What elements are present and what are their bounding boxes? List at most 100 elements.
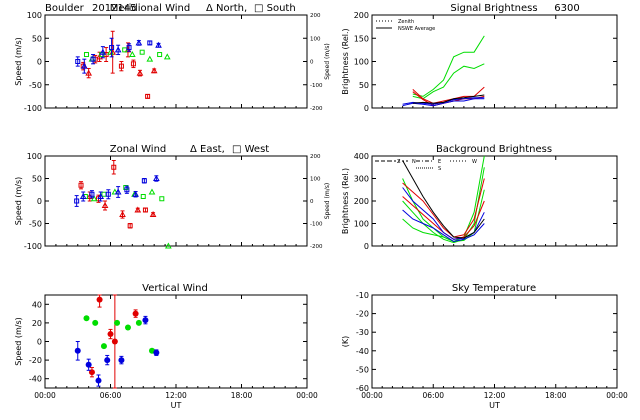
meridional-data-point	[85, 69, 93, 76]
vertical-data-point	[118, 357, 125, 364]
signal-series-green-2	[412, 63, 485, 100]
vertical-ytick-label: 40	[32, 300, 42, 309]
meridional-ytick-right-label: 0	[310, 60, 314, 66]
sky-xtick-label: 00:00	[606, 391, 628, 400]
signal-legend-label: Zenith	[398, 19, 414, 25]
vertical-ylabel: Speed (m/s)	[14, 317, 23, 366]
background-series-blue-2	[402, 209, 485, 243]
sky-plot-frame	[371, 294, 618, 389]
vertical-xlabel: UT	[171, 401, 182, 410]
zonal-ytick-right-label: 200	[310, 154, 321, 160]
zonal-data-point	[165, 242, 172, 249]
zonal-legend-text: □ West	[232, 144, 269, 155]
vertical-data-point	[153, 349, 160, 356]
meridional-chart: Meridional Wind Δ North, □ South -100 -50 0 50…	[14, 3, 331, 113]
signal-ylabel: Brightness (Rel.)	[341, 28, 350, 94]
meridional-ytick-right-label: -200	[310, 106, 323, 112]
vertical-data-point	[100, 343, 107, 350]
signal-title: Signal Brightness	[450, 3, 537, 14]
vertical-data-point	[124, 324, 131, 331]
meridional-ytick-label: -100	[24, 104, 42, 113]
sky-ytick-label: -10	[356, 291, 369, 300]
zonal-data-point	[79, 192, 87, 199]
meridional-data-point	[130, 61, 136, 67]
meridional-ytick-label: 100	[27, 11, 42, 20]
sky-xlabel: UT	[489, 401, 500, 410]
zonal-data-point	[124, 187, 130, 193]
sky-ylabel: (K)	[341, 336, 350, 348]
zonal-data-point	[134, 206, 142, 213]
station-name: Boulder	[45, 3, 85, 14]
vertical-data-point	[132, 310, 139, 317]
sky-xtick-label: 18:00	[545, 391, 567, 400]
signal-series-line	[402, 98, 485, 107]
background-title: Background Brightness	[436, 144, 552, 155]
meridional-ytick-right-label: 200	[310, 13, 321, 19]
background-ytick-label: 200	[354, 197, 369, 206]
meridional-ytick-label: -50	[29, 81, 42, 90]
meridional-data-point	[99, 48, 107, 55]
vertical-series-green	[83, 315, 155, 354]
vertical-chart: Vertical Wind -40 -20 0 20 40 00:00 06:00 12:00 1…	[14, 283, 318, 410]
meridional-title: Meridional Wind	[110, 3, 190, 14]
vertical-plot-frame	[44, 294, 308, 389]
meridional-data-point	[80, 62, 88, 69]
signal-series-line	[412, 94, 485, 104]
zonal-data-point	[148, 188, 156, 195]
zonal-data-point	[159, 196, 165, 202]
sky-chart: Sky Temperature -60 -50 -40 -30 -20 -10 00:00 06…	[341, 283, 628, 410]
meridional-series-red	[80, 30, 158, 99]
meridional-series-blue	[75, 37, 162, 74]
date-code: 2012145	[92, 3, 137, 14]
meridional-ytick-label: 50	[32, 34, 42, 43]
vertical-series-red	[88, 294, 139, 389]
zonal-series-blue	[74, 174, 160, 207]
signal-series-line	[412, 35, 485, 97]
meridional-ylabel-right: Speed (m/s)	[324, 43, 331, 79]
meridional-data-point	[147, 40, 153, 46]
vertical-title: Vertical Wind	[142, 283, 208, 294]
meridional-ytick-right-label: 100	[310, 36, 321, 42]
vertical-data-point	[74, 347, 81, 354]
zonal-ytick-right-label: -200	[310, 244, 323, 250]
sky-xtick-label: 06:00	[422, 391, 444, 400]
signal-ytick-label: 200	[354, 11, 369, 20]
zonal-data-point	[149, 210, 157, 217]
background-series-black-1	[402, 160, 485, 239]
background-ytick-label: 0	[364, 242, 369, 251]
vertical-data-point	[107, 331, 114, 338]
meridional-data-point	[139, 49, 145, 55]
sky-xtick-label: 00:00	[361, 391, 383, 400]
signal-ytick-label: 150	[354, 34, 369, 43]
zonal-ytick-right-label: -100	[310, 222, 323, 228]
vertical-data-point	[114, 319, 121, 326]
background-legend-label: N	[412, 159, 416, 165]
meridional-data-point	[157, 52, 163, 58]
zonal-data-point	[127, 223, 133, 229]
sky-ytick-label: -40	[356, 347, 369, 356]
vertical-xtick-label: 06:00	[100, 391, 122, 400]
meridional-data-point	[90, 56, 96, 62]
signal-ytick-label: 0	[364, 104, 369, 113]
signal-legend-label: NSWE Average	[398, 26, 435, 32]
background-series-line	[402, 187, 485, 240]
zonal-ytick-label: -50	[29, 220, 42, 229]
background-legend-label: Z	[397, 159, 401, 165]
meridional-legend-text: Δ North,	[206, 3, 247, 14]
meridional-ylabel: Speed (m/s)	[14, 37, 23, 86]
sky-ytick-label: -20	[356, 310, 369, 319]
meridional-data-point	[145, 93, 151, 99]
zonal-chart: Zonal Wind Δ East, □ West -100 -50 0 50 100 -200…	[14, 144, 331, 251]
vertical-xtick-label: 18:00	[231, 391, 253, 400]
sky-xtick-label: 12:00	[484, 391, 506, 400]
vertical-xtick-label: 12:00	[165, 391, 187, 400]
vertical-ytick-label: 0	[37, 338, 42, 347]
vertical-data-point	[95, 377, 102, 384]
meridional-data-point	[83, 52, 89, 58]
sky-title: Sky Temperature	[452, 283, 536, 294]
signal-ytick-label: 50	[359, 81, 369, 90]
zonal-ytick-label: 100	[27, 152, 42, 161]
background-series-line	[402, 160, 485, 239]
zonal-ytick-label: 50	[32, 175, 42, 184]
